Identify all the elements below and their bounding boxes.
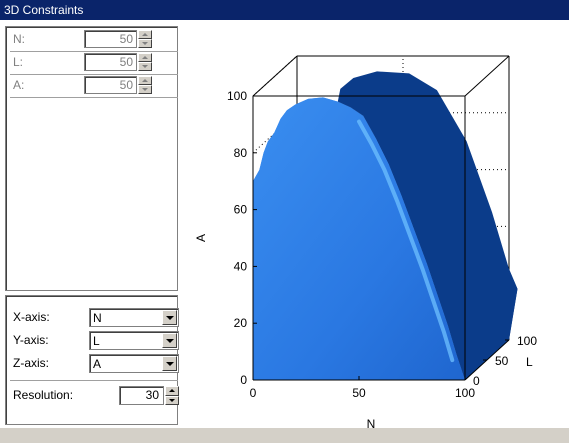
z-tick-label: 80: [234, 146, 248, 160]
param-label-a: A:: [13, 78, 25, 92]
chevron-down-icon: [166, 339, 174, 343]
x-axis-value: N: [93, 311, 102, 325]
param-n-down-button[interactable]: [138, 39, 152, 48]
param-l-down-button[interactable]: [138, 62, 152, 71]
z-tick-label: 40: [234, 259, 248, 273]
x-axis-row: X-axis: N: [9, 306, 181, 328]
arrow-up-icon: [169, 389, 175, 392]
param-n-spinner[interactable]: [138, 30, 152, 48]
constraint-surface: [253, 71, 518, 381]
param-n-up-button[interactable]: [138, 30, 152, 39]
box-edge: [464, 55, 510, 97]
arrow-down-icon: [169, 399, 175, 402]
y-tick-label: 100: [517, 334, 537, 348]
chevron-down-icon: [166, 362, 174, 366]
arrow-down-icon: [142, 42, 148, 45]
param-divider: [10, 51, 178, 52]
z-axis-label: Z-axis:: [13, 356, 49, 370]
axis-panel: X-axis: N Y-axis: L Z-axis: A Resolution…: [5, 295, 181, 425]
parameter-panel: N: 50 L: 50 A: 50: [5, 26, 178, 291]
z-axis-row: Z-axis: A: [9, 352, 181, 374]
y-tick-label: 50: [495, 354, 509, 368]
param-divider: [10, 74, 178, 75]
resolution-row: Resolution: 30: [9, 384, 181, 406]
y-axis-title: L: [526, 355, 533, 369]
param-divider: [10, 97, 178, 98]
window-title: 3D Constraints: [0, 0, 569, 20]
x-tick-label: 0: [250, 386, 257, 400]
y-axis-value: L: [93, 334, 100, 348]
chevron-down-icon: [166, 316, 174, 320]
z-tick-label: 20: [234, 316, 248, 330]
resolution-label: Resolution:: [13, 388, 74, 402]
z-axis-select[interactable]: A: [89, 354, 179, 373]
param-l-up-button[interactable]: [138, 53, 152, 62]
arrow-down-icon: [142, 65, 148, 68]
resolution-field[interactable]: 30: [119, 386, 164, 405]
param-n-field[interactable]: 50: [84, 30, 137, 48]
arrow-up-icon: [142, 79, 148, 82]
y-tick-label: 0: [473, 374, 480, 388]
param-row-l: L: 50: [9, 52, 179, 72]
x-axis-title: N: [367, 417, 376, 431]
z-tick-label: 0: [240, 373, 247, 387]
param-a-down-button[interactable]: [138, 85, 152, 94]
param-a-up-button[interactable]: [138, 76, 152, 85]
arrow-up-icon: [142, 56, 148, 59]
x-axis-label: X-axis:: [13, 310, 50, 324]
z-axis-title: A: [194, 234, 208, 242]
arrow-up-icon: [142, 33, 148, 36]
x-tick-label: 100: [455, 386, 475, 400]
z-axis-value: A: [93, 357, 102, 371]
resolution-down-button[interactable]: [165, 396, 179, 405]
side-face-top: [337, 71, 518, 381]
resolution-up-button[interactable]: [165, 386, 179, 396]
surface-plot[interactable]: 0 20 40 60 80 100 0 50 100 0 50 100 N L A: [186, 40, 569, 440]
arrow-down-icon: [142, 88, 148, 91]
y-axis-row: Y-axis: L: [9, 329, 181, 351]
box-edge: [252, 55, 298, 97]
param-label-l: L:: [13, 55, 24, 69]
z-tick-label: 60: [234, 203, 248, 217]
resolution-spinner[interactable]: [165, 386, 179, 405]
y-axis-label: Y-axis:: [13, 333, 49, 347]
z-axis-dropdown-button[interactable]: [162, 356, 177, 371]
param-l-field[interactable]: 50: [84, 53, 137, 71]
constraints-window: N: 50 L: 50 A: 50: [0, 20, 569, 431]
y-axis-select[interactable]: L: [89, 331, 179, 350]
param-label-n: N:: [13, 32, 25, 46]
x-axis-select[interactable]: N: [89, 308, 179, 327]
param-a-spinner[interactable]: [138, 76, 152, 94]
axis-divider: [10, 380, 178, 381]
param-row-n: N: 50: [9, 29, 179, 49]
y-axis-dropdown-button[interactable]: [162, 333, 177, 348]
x-axis-dropdown-button[interactable]: [162, 310, 177, 325]
param-l-spinner[interactable]: [138, 53, 152, 71]
param-a-field[interactable]: 50: [84, 76, 137, 94]
z-tick-label: 100: [227, 89, 247, 103]
param-row-a: A: 50: [9, 75, 179, 95]
surface-highlight: [357, 119, 455, 363]
front-face: [253, 97, 465, 381]
x-tick-label: 50: [352, 386, 366, 400]
